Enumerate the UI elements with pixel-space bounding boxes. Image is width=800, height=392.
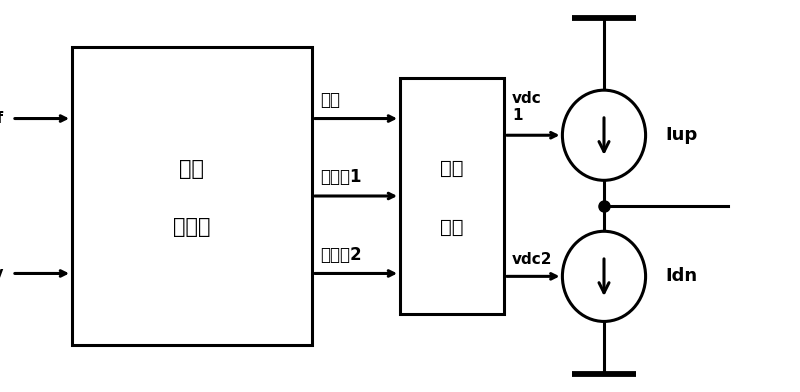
Ellipse shape: [562, 231, 646, 321]
Ellipse shape: [562, 90, 646, 180]
Text: 电路: 电路: [440, 218, 464, 237]
Text: 符号位1: 符号位1: [320, 168, 362, 186]
Text: Idn: Idn: [666, 267, 698, 285]
Bar: [72, 47, 312, 345]
Text: 符号位2: 符号位2: [320, 246, 362, 264]
Text: Iup: Iup: [666, 126, 698, 144]
Text: 相差: 相差: [320, 91, 340, 109]
Text: vdc2: vdc2: [512, 252, 553, 267]
Bar: [400, 78, 504, 314]
Text: 鉴频器: 鉴频器: [174, 217, 210, 238]
Text: 偏置: 偏置: [440, 159, 464, 178]
Text: fdiv: fdiv: [0, 266, 4, 281]
Text: fref: fref: [0, 111, 4, 126]
Text: 鉴相: 鉴相: [179, 158, 205, 179]
Text: vdc
1: vdc 1: [512, 91, 542, 123]
